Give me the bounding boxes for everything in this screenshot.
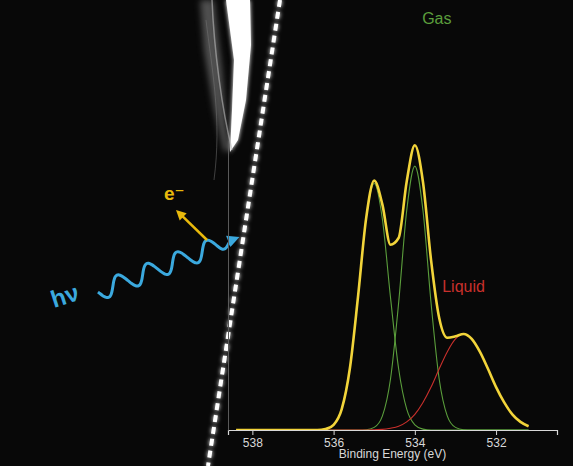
y-axis (228, 141, 229, 431)
x-tick: 538 (243, 430, 263, 450)
photon-wave (98, 240, 232, 298)
x-axis-line (229, 431, 558, 436)
background (0, 0, 573, 466)
photo (98, 0, 280, 466)
nozzle-haze (200, 0, 230, 152)
nozzle-edge (212, 0, 232, 150)
component-curve (236, 334, 528, 430)
chart: 538536534532Binding Energy (eV)GasLiquid (229, 10, 558, 461)
nozzle-edge (206, 20, 217, 180)
electron-arrowhead (176, 210, 187, 221)
x-tick-mark (496, 430, 497, 435)
x-tick-mark (334, 430, 335, 435)
photon-label: hν (47, 278, 82, 312)
liquid-jet (208, 0, 280, 466)
electron-label: e⁻ (164, 183, 185, 204)
component-curve (236, 184, 528, 431)
annotation: Liquid (442, 278, 485, 295)
total-curve (236, 145, 528, 430)
x-tick-mark (415, 430, 416, 435)
electron-arrow (180, 214, 207, 240)
x-axis-title: Binding Energy (eV) (339, 447, 446, 461)
x-tick-label: 532 (487, 436, 507, 450)
figure: 538536534532Binding Energy (eV)GasLiquid… (0, 0, 573, 466)
y-axis-line (228, 141, 229, 431)
nozzle (226, 0, 251, 152)
annotation: Gas (422, 10, 451, 27)
x-tick-label: 538 (243, 436, 263, 450)
x-tick-mark (252, 430, 253, 435)
x-tick: 532 (487, 430, 507, 450)
plot-lines (236, 145, 528, 430)
